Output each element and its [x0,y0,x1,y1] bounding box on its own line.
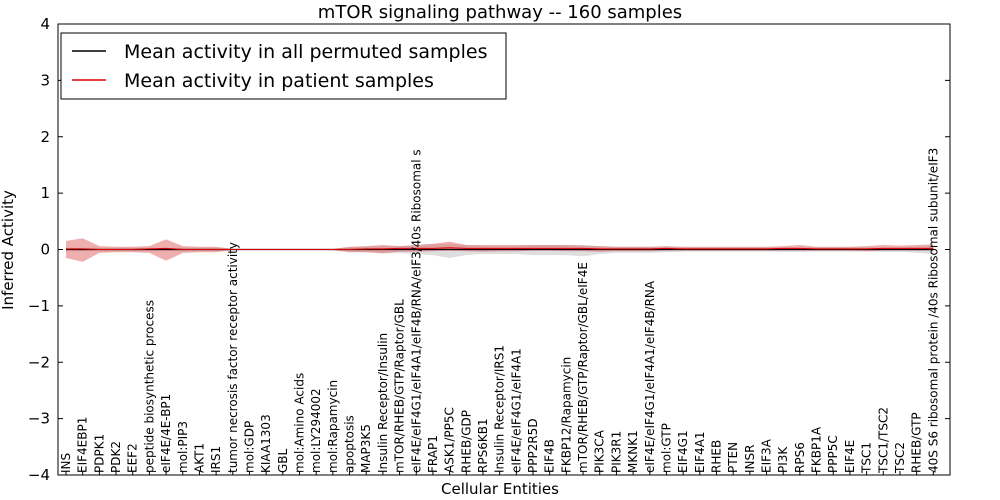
x-tick-label: EIF4A1 [693,431,707,473]
y-tick-label: −2 [28,353,50,371]
legend: Mean activity in all permuted samples Mea… [60,32,507,100]
x-tick-label: EIF4G1 [676,430,690,473]
x-tick-label: GBL [276,448,290,473]
chart-title: mTOR signaling pathway -- 160 samples [318,2,682,23]
x-tick-label: FRAP1 [426,435,440,473]
y-tick-label: −1 [28,297,50,315]
x-tick-label: PDK2 [109,441,123,473]
legend-label-1: Mean activity in all permuted samples [124,41,487,63]
x-tick-label: TSC1 [860,442,874,474]
plot-area: −4 −3 −2 −1 0 1 2 3 4 INS EIF4EBP1 PDPK1 PDK2 EEF2 pep… [28,15,951,484]
x-tick-label: EIF3A [760,438,774,473]
x-tick-label: PIK3CA [593,429,607,473]
x-tick-label: mol:GTP [660,423,674,473]
x-tick-label: PTEN [726,442,740,473]
x-tick-label: KIAA1303 [259,414,273,473]
x-tick-label: ASK1/PP5C [443,407,457,473]
x-tick-label: PIK3R1 [609,431,623,473]
x-tick-label: MAP3K5 [359,424,373,473]
x-tick-label: RHEB/GTP [910,412,924,473]
x-tick-label: PDPK1 [92,434,106,473]
legend-label-2: Mean activity in patient samples [124,70,434,92]
y-tick-label: 1 [40,184,50,202]
x-tick-label: FKBP1A [810,426,824,473]
x-tick-label: tumor necrosis factor receptor activity [226,242,240,473]
y-tick-label: −3 [28,410,50,428]
x-tick-label: EIF4B [543,439,557,473]
legend-box [60,32,507,100]
x-tick-label: mol:LY294002 [309,388,323,473]
x-tick-label: 40S S6 ribosomal protein /40s Ribosomal … [926,148,940,473]
x-tick-label: Insulin Receptor/Insulin [376,333,390,473]
x-tick-label: mol:Rapamycin [326,380,340,473]
series-line-2 [66,247,934,250]
x-tick-label: RPS6KB1 [476,418,490,473]
x-tick-label: eIF4E/eIF4G1/eIF4A1 [509,348,523,473]
x-tick-label: mTOR/RHEB/GTP/Raptor/GBL/eIF4E [576,262,590,473]
x-tick-label: mol:PIP3 [176,421,190,473]
x-tick-label: IRS1 [209,446,223,473]
x-tick-label: TSC2 [893,442,907,474]
x-tick-label: PPP2R5D [526,418,540,473]
x-tick-label: PPP5C [826,435,840,473]
y-tick-label: 0 [40,241,50,259]
x-tick-label: mTOR/RHEB/GTP/Raptor/GBL [393,299,407,473]
x-tick-label: EIF4E [843,440,857,473]
y-axis-label: Inferred Activity [0,190,17,310]
x-tick-label: apoptosis [343,415,357,473]
x-tick-label: RHEB [710,440,724,473]
x-tick-label: INSR [743,445,757,473]
y-tick-label: 4 [40,15,50,33]
y-tick-label: −4 [28,466,50,484]
x-tick-label: eIF4E/4E-BP1 [159,394,173,473]
x-tick-label: eIF4E/eIF4G1/eIF4A1/eIF4B/RNA/eIF3/40s R… [409,149,423,473]
x-tick-label: peptide biosynthetic process [142,300,156,473]
x-tick-label: AKT1 [192,443,206,473]
x-tick-label: EEF2 [126,443,140,473]
x-tick-label: RPS6 [793,442,807,473]
x-tick-label: PI3K [776,446,790,473]
y-tick-label: 2 [40,128,50,146]
x-tick-label: mol:GDP [243,421,257,473]
x-tick-label: TSC1/TSC2 [876,407,890,474]
x-tick-label: mol:Amino Acids [293,373,307,473]
x-axis-label: Cellular Entities [441,480,559,498]
x-tick-label: Insulin Receptor/IRS1 [493,345,507,473]
x-tick-label: INS [59,453,73,473]
x-tick-label: MKNK1 [626,430,640,473]
x-tick-label: eIF4E/eIF4G1/eIF4A1/eIF4B/RNA [643,280,657,473]
x-tick-label: RHEB/GDP [459,410,473,473]
y-tick-label: 3 [40,71,50,89]
x-tick-label: FKBP12/Rapamycin [559,357,573,473]
x-tick-label: EIF4EBP1 [76,417,90,473]
